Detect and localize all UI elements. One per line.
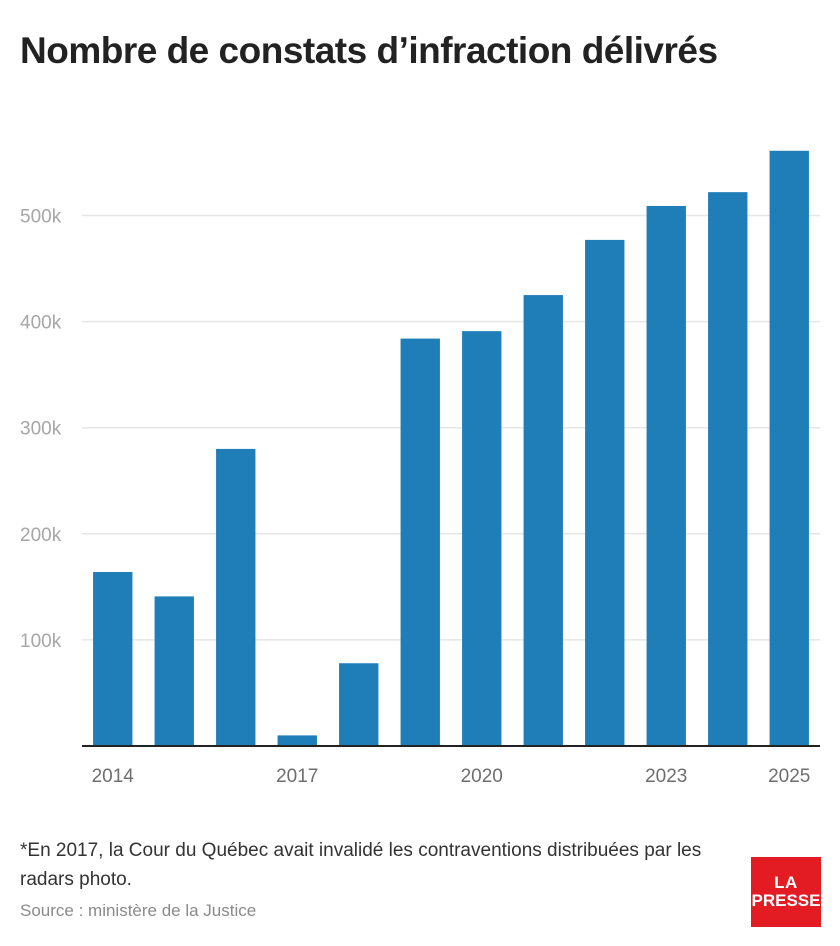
bar-2017 xyxy=(277,735,317,746)
bar-2018 xyxy=(339,663,379,746)
y-axis-labels: 100k 200k 300k 400k 500k xyxy=(20,206,62,651)
source-note: Source : ministère de la Justice xyxy=(20,901,257,920)
chart-title: Nombre de constats d’infraction délivrés xyxy=(20,30,718,71)
x-tick-label: 2025 xyxy=(768,766,810,787)
bar-2022 xyxy=(585,239,625,747)
y-tick-label: 400k xyxy=(20,313,62,334)
x-tick-label: 2014 xyxy=(92,766,135,787)
bar-2021 xyxy=(523,295,563,746)
y-tick-label: 500k xyxy=(20,206,62,227)
x-tick-label: 2023 xyxy=(645,766,687,787)
bar-2020 xyxy=(462,331,502,746)
y-tick-label: 300k xyxy=(20,419,62,440)
x-tick-label: 2020 xyxy=(461,766,503,787)
la-presse-logo: LA PRESSE xyxy=(751,857,821,927)
bar-2025 xyxy=(769,150,809,747)
bar-2015 xyxy=(154,596,194,746)
bar-2023 xyxy=(646,205,686,746)
bar-2014 xyxy=(93,571,133,746)
footnote: *En 2017, la Cour du Québec avait invali… xyxy=(20,840,702,890)
bar-2016 xyxy=(216,448,256,746)
x-tick-label: 2017 xyxy=(276,766,318,787)
logo-line-1: LA xyxy=(774,873,798,892)
y-tick-label: 200k xyxy=(20,525,62,546)
bars xyxy=(93,150,809,747)
x-axis-labels: 2014 2017 2020 2023 2025 xyxy=(92,766,811,787)
y-tick-label: 100k xyxy=(20,631,62,652)
bar-2024 xyxy=(708,192,748,746)
bar-chart: 100k 200k 300k 400k 500k 2014 2017 2020 2023 202… xyxy=(20,150,820,787)
bar-2019 xyxy=(400,338,440,746)
gridlines xyxy=(82,214,820,641)
logo-line-2: PRESSE xyxy=(751,891,821,910)
